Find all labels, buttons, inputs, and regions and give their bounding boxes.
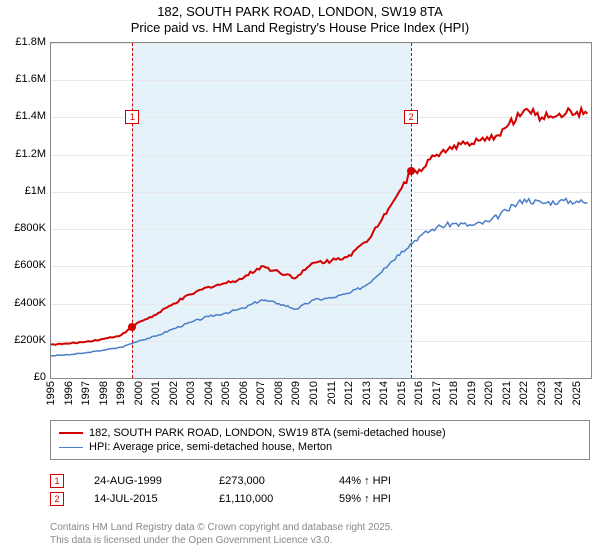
sale-date: 14-JUL-2015 xyxy=(94,493,189,505)
y-axis-label: £1.6M xyxy=(15,73,46,85)
sale-row-marker: 1 xyxy=(50,474,64,488)
sale-row: 1 24-AUG-1999 £273,000 44% ↑ HPI xyxy=(50,474,590,488)
x-axis-label: 2015 xyxy=(396,381,408,405)
series-price_paid xyxy=(51,108,588,344)
x-axis-label: 2016 xyxy=(413,381,425,405)
y-axis-label: £1.2M xyxy=(15,148,46,160)
x-axis-label: 2017 xyxy=(431,381,443,405)
legend-swatch xyxy=(59,432,83,434)
x-axis-label: 2020 xyxy=(483,381,495,405)
y-axis-label: £800K xyxy=(14,222,46,234)
x-axis-label: 2013 xyxy=(361,381,373,405)
sale-date: 24-AUG-1999 xyxy=(94,475,189,487)
series-svg xyxy=(51,43,591,378)
y-axis-label: £200K xyxy=(14,334,46,346)
legend-label: 182, SOUTH PARK ROAD, LONDON, SW19 8TA (… xyxy=(89,427,446,439)
legend-swatch xyxy=(59,447,83,448)
series-hpi xyxy=(51,199,588,356)
x-axis-label: 2000 xyxy=(133,381,145,405)
x-axis-label: 2001 xyxy=(150,381,162,405)
x-axis-label: 2009 xyxy=(290,381,302,405)
x-axis-label: 2005 xyxy=(220,381,232,405)
x-axis-label: 2014 xyxy=(378,381,390,405)
x-axis-label: 2023 xyxy=(536,381,548,405)
x-axis-label: 2024 xyxy=(553,381,565,405)
x-axis-label: 2010 xyxy=(308,381,320,405)
sale-row-marker: 2 xyxy=(50,492,64,506)
sale-hpi: 44% ↑ HPI xyxy=(339,475,391,487)
y-axis-label: £1.4M xyxy=(15,110,46,122)
x-axis-label: 1998 xyxy=(98,381,110,405)
x-axis-label: 2019 xyxy=(466,381,478,405)
footer-attribution: Contains HM Land Registry data © Crown c… xyxy=(50,522,590,547)
y-axis-label: £400K xyxy=(14,297,46,309)
y-axis-label: £1.8M xyxy=(15,36,46,48)
y-axis-label: £600K xyxy=(14,259,46,271)
x-axis-label: 1996 xyxy=(63,381,75,405)
x-axis-label: 1995 xyxy=(45,381,57,405)
x-axis-label: 2025 xyxy=(571,381,583,405)
x-axis-label: 2006 xyxy=(238,381,250,405)
legend-label: HPI: Average price, semi-detached house,… xyxy=(89,441,332,453)
title-subtitle: Price paid vs. HM Land Registry's House … xyxy=(0,20,600,36)
x-axis-label: 2007 xyxy=(255,381,267,405)
x-axis-label: 2008 xyxy=(273,381,285,405)
x-axis-label: 1999 xyxy=(115,381,127,405)
x-axis-label: 2021 xyxy=(501,381,513,405)
sales-table: 1 24-AUG-1999 £273,000 44% ↑ HPI 2 14-JUL-201… xyxy=(50,470,590,510)
legend-item: 182, SOUTH PARK ROAD, LONDON, SW19 8TA (… xyxy=(59,427,581,439)
x-axis-label: 1997 xyxy=(80,381,92,405)
y-axis-label: £1M xyxy=(25,185,46,197)
sale-row: 2 14-JUL-2015 £1,110,000 59% ↑ HPI xyxy=(50,492,590,506)
sale-price: £273,000 xyxy=(219,475,309,487)
x-axis-label: 2011 xyxy=(326,381,338,405)
x-axis-label: 2004 xyxy=(203,381,215,405)
chart-title: 182, SOUTH PARK ROAD, LONDON, SW19 8TA P… xyxy=(0,0,600,35)
legend-item: HPI: Average price, semi-detached house,… xyxy=(59,441,581,453)
x-axis-label: 2022 xyxy=(518,381,530,405)
sale-price: £1,110,000 xyxy=(219,493,309,505)
legend: 182, SOUTH PARK ROAD, LONDON, SW19 8TA (… xyxy=(50,420,590,460)
x-axis-label: 2012 xyxy=(343,381,355,405)
title-address: 182, SOUTH PARK ROAD, LONDON, SW19 8TA xyxy=(0,4,600,20)
x-axis-label: 2003 xyxy=(185,381,197,405)
footer-line2: This data is licensed under the Open Gov… xyxy=(50,535,590,548)
x-axis-label: 2018 xyxy=(448,381,460,405)
chart-plot-area: 12 xyxy=(50,42,592,379)
sale-hpi: 59% ↑ HPI xyxy=(339,493,391,505)
x-axis-label: 2002 xyxy=(168,381,180,405)
footer-line1: Contains HM Land Registry data © Crown c… xyxy=(50,522,590,535)
